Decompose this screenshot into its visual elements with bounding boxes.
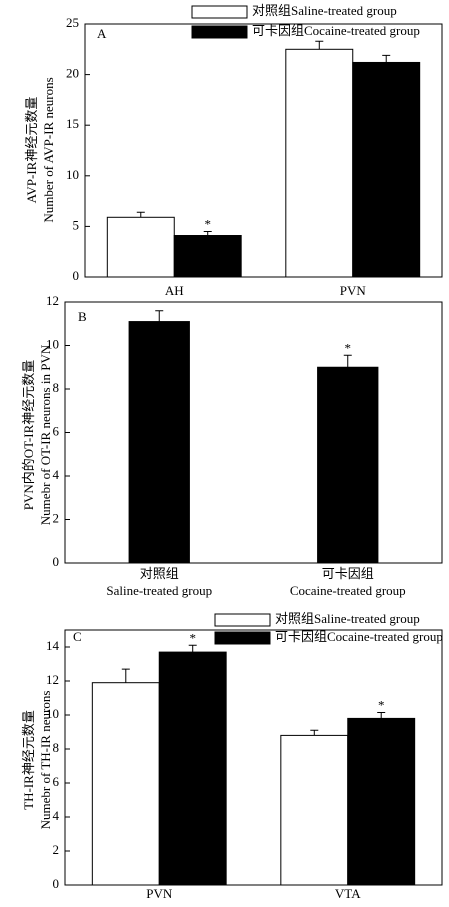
y-tick-label: 14: [46, 638, 60, 653]
plot-frame: [64, 629, 443, 886]
x-tick-label: 可卡因组: [322, 566, 374, 581]
y-tick-label: 10: [66, 167, 79, 182]
x-tick-label: PVN: [340, 283, 367, 298]
x-tick-label: Saline-treated group: [106, 583, 212, 598]
legend-label: 对照组Saline-treated group: [252, 3, 397, 18]
error-bar: [310, 729, 319, 736]
legend-swatch: [191, 5, 248, 19]
panel-label: B: [78, 309, 87, 324]
bar: [317, 366, 379, 564]
error-bar: [188, 644, 197, 653]
error-bar: [155, 310, 164, 322]
y-tick-label: 2: [53, 510, 60, 525]
y-tick-label: 4: [53, 808, 60, 823]
y-tick-label: 0: [53, 554, 60, 569]
x-tick-label: VTA: [335, 886, 361, 901]
y-tick-label: 6: [53, 774, 60, 789]
y-tick-label: 0: [73, 268, 80, 283]
y-axis-label: Numebr of TH-IR neurons: [38, 691, 53, 830]
y-axis-label: Number of AVP-IR neurons: [41, 77, 56, 222]
x-tick-label: 对照组: [140, 566, 179, 581]
legend-label: 对照组Saline-treated group: [275, 611, 420, 626]
significance-marker: *: [204, 216, 211, 231]
panel-label: A: [97, 26, 107, 41]
legend-swatch: [214, 613, 271, 627]
y-tick-label: 4: [53, 467, 60, 482]
plot-frame: [64, 301, 443, 564]
x-tick-label: Cocaine-treated group: [290, 583, 406, 598]
significance-marker: *: [189, 630, 196, 645]
y-tick-label: 5: [73, 217, 80, 232]
bar: [173, 235, 242, 278]
legend-swatch: [214, 631, 271, 645]
y-tick-label: 12: [46, 293, 59, 308]
significance-marker: *: [378, 697, 385, 712]
legend-label: 可卡因组Cocaine-treated group: [252, 23, 420, 38]
bar: [91, 682, 160, 886]
y-tick-label: 20: [66, 66, 79, 81]
bar: [347, 717, 416, 886]
error-bar: [203, 230, 212, 236]
y-tick-label: 12: [46, 672, 59, 687]
x-tick-label: PVN: [146, 886, 173, 901]
bar: [352, 61, 421, 278]
y-tick-label: 25: [66, 15, 79, 30]
error-bar: [382, 54, 391, 63]
y-tick-label: 8: [53, 380, 60, 395]
legend-swatch: [191, 25, 248, 39]
panel-label: C: [73, 629, 82, 644]
plot-frame: [84, 23, 443, 278]
legend-label: 可卡因组Cocaine-treated group: [275, 629, 443, 644]
y-tick-label: 10: [46, 706, 59, 721]
y-tick-label: 8: [53, 740, 60, 755]
y-tick-label: 10: [46, 336, 59, 351]
y-tick-label: 6: [53, 423, 60, 438]
error-bar: [377, 711, 386, 719]
y-axis-label: PVN内的OT-IR神经元数量: [21, 360, 36, 510]
x-tick-label: AH: [165, 283, 184, 298]
error-bar: [121, 668, 130, 683]
bar: [285, 48, 354, 278]
y-tick-label: 15: [66, 116, 79, 131]
significance-marker: *: [345, 340, 352, 355]
error-bar: [315, 40, 324, 50]
bar: [280, 734, 349, 886]
y-axis-label: Numebr of OT-IR neurons in PVN: [38, 344, 53, 525]
bar: [106, 216, 175, 278]
y-tick-label: 0: [53, 876, 60, 891]
bar: [158, 651, 227, 886]
y-axis-label: AVP-IR神经元数量: [24, 97, 39, 204]
bar: [128, 321, 190, 564]
y-tick-label: 2: [53, 842, 60, 857]
y-axis-label: TH-IR神经元数量: [21, 710, 36, 810]
error-bar: [136, 211, 145, 218]
error-bar: [343, 354, 352, 368]
